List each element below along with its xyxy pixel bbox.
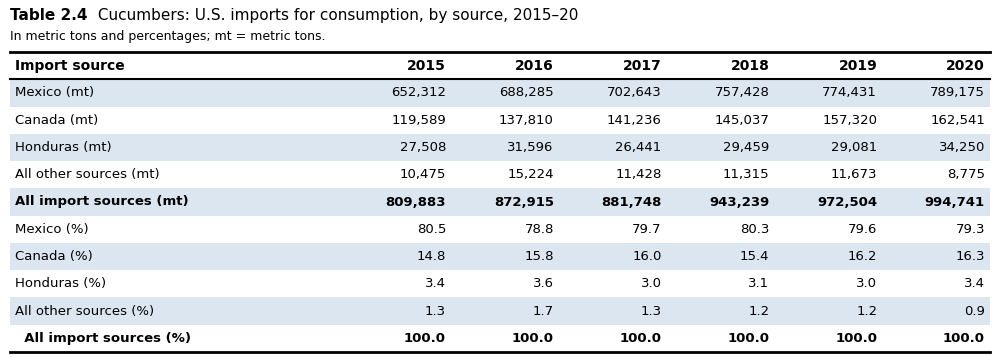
Bar xyxy=(10,52,990,79)
Text: 789,175: 789,175 xyxy=(930,86,985,99)
Text: 2016: 2016 xyxy=(515,59,554,72)
Text: 1.2: 1.2 xyxy=(748,305,769,318)
Text: All import sources (%): All import sources (%) xyxy=(15,332,191,345)
Text: Canada (mt): Canada (mt) xyxy=(15,114,98,127)
Text: 881,748: 881,748 xyxy=(601,196,662,208)
Bar xyxy=(10,297,990,325)
Text: 3.4: 3.4 xyxy=(425,277,446,290)
Text: 3.0: 3.0 xyxy=(641,277,662,290)
Text: 3.4: 3.4 xyxy=(964,277,985,290)
Bar xyxy=(10,79,990,106)
Bar xyxy=(10,106,990,134)
Text: Canada (%): Canada (%) xyxy=(15,250,93,263)
Text: 872,915: 872,915 xyxy=(494,196,554,208)
Text: 994,741: 994,741 xyxy=(925,196,985,208)
Text: In metric tons and percentages; mt = metric tons.: In metric tons and percentages; mt = met… xyxy=(10,30,326,43)
Bar xyxy=(10,216,990,243)
Text: 1.2: 1.2 xyxy=(856,305,877,318)
Text: 3.1: 3.1 xyxy=(748,277,769,290)
Text: 100.0: 100.0 xyxy=(404,332,446,345)
Text: Import source: Import source xyxy=(15,59,125,72)
Text: 100.0: 100.0 xyxy=(512,332,554,345)
Text: 688,285: 688,285 xyxy=(499,86,554,99)
Text: 15.4: 15.4 xyxy=(740,250,769,263)
Text: 16.0: 16.0 xyxy=(632,250,662,263)
Text: 100.0: 100.0 xyxy=(620,332,662,345)
Bar xyxy=(10,161,990,188)
Text: 1.7: 1.7 xyxy=(533,305,554,318)
Text: 3.0: 3.0 xyxy=(856,277,877,290)
Text: 1.3: 1.3 xyxy=(425,305,446,318)
Text: 26,441: 26,441 xyxy=(615,141,662,154)
Text: 2018: 2018 xyxy=(731,59,769,72)
Text: Mexico (%): Mexico (%) xyxy=(15,223,89,236)
Text: 34,250: 34,250 xyxy=(939,141,985,154)
Text: 2020: 2020 xyxy=(946,59,985,72)
Text: 943,239: 943,239 xyxy=(709,196,769,208)
Text: All import sources (mt): All import sources (mt) xyxy=(15,196,189,208)
Text: 11,673: 11,673 xyxy=(831,168,877,181)
Bar xyxy=(10,134,990,161)
Text: 78.8: 78.8 xyxy=(524,223,554,236)
Text: 162,541: 162,541 xyxy=(930,114,985,127)
Text: 702,643: 702,643 xyxy=(607,86,662,99)
Text: 15.8: 15.8 xyxy=(524,250,554,263)
Text: 27,508: 27,508 xyxy=(400,141,446,154)
Text: 809,883: 809,883 xyxy=(386,196,446,208)
Text: 16.2: 16.2 xyxy=(848,250,877,263)
Text: 80.3: 80.3 xyxy=(740,223,769,236)
Text: 79.7: 79.7 xyxy=(632,223,662,236)
Text: 29,459: 29,459 xyxy=(723,141,769,154)
Bar xyxy=(10,325,990,352)
Text: 100.0: 100.0 xyxy=(943,332,985,345)
Text: 100.0: 100.0 xyxy=(727,332,769,345)
Bar xyxy=(10,188,990,216)
Text: 31,596: 31,596 xyxy=(507,141,554,154)
Text: 157,320: 157,320 xyxy=(822,114,877,127)
Text: 2015: 2015 xyxy=(407,59,446,72)
Text: 141,236: 141,236 xyxy=(607,114,662,127)
Text: 3.6: 3.6 xyxy=(533,277,554,290)
Bar xyxy=(10,243,990,270)
Text: 2019: 2019 xyxy=(838,59,877,72)
Text: 119,589: 119,589 xyxy=(391,114,446,127)
Text: 100.0: 100.0 xyxy=(835,332,877,345)
Text: 14.8: 14.8 xyxy=(417,250,446,263)
Text: 2017: 2017 xyxy=(623,59,662,72)
Text: 79.3: 79.3 xyxy=(955,223,985,236)
Text: Cucumbers: U.S. imports for consumption, by source, 2015–20: Cucumbers: U.S. imports for consumption,… xyxy=(93,8,578,23)
Text: 137,810: 137,810 xyxy=(499,114,554,127)
Text: 10,475: 10,475 xyxy=(400,168,446,181)
Text: 79.6: 79.6 xyxy=(848,223,877,236)
Text: Mexico (mt): Mexico (mt) xyxy=(15,86,94,99)
Text: 80.5: 80.5 xyxy=(417,223,446,236)
Text: 1.3: 1.3 xyxy=(640,305,662,318)
Text: Honduras (mt): Honduras (mt) xyxy=(15,141,112,154)
Text: 11,428: 11,428 xyxy=(615,168,662,181)
Text: 29,081: 29,081 xyxy=(831,141,877,154)
Text: All other sources (%): All other sources (%) xyxy=(15,305,154,318)
Text: Honduras (%): Honduras (%) xyxy=(15,277,106,290)
Text: 145,037: 145,037 xyxy=(715,114,769,127)
Text: All other sources (mt): All other sources (mt) xyxy=(15,168,160,181)
Text: 652,312: 652,312 xyxy=(391,86,446,99)
Text: 757,428: 757,428 xyxy=(715,86,769,99)
Text: 972,504: 972,504 xyxy=(817,196,877,208)
Text: 8,775: 8,775 xyxy=(947,168,985,181)
Text: 15,224: 15,224 xyxy=(507,168,554,181)
Text: 0.9: 0.9 xyxy=(964,305,985,318)
Text: 11,315: 11,315 xyxy=(723,168,769,181)
Bar xyxy=(10,270,990,297)
Text: 774,431: 774,431 xyxy=(822,86,877,99)
Text: Table 2.4: Table 2.4 xyxy=(10,8,88,23)
Text: 16.3: 16.3 xyxy=(955,250,985,263)
